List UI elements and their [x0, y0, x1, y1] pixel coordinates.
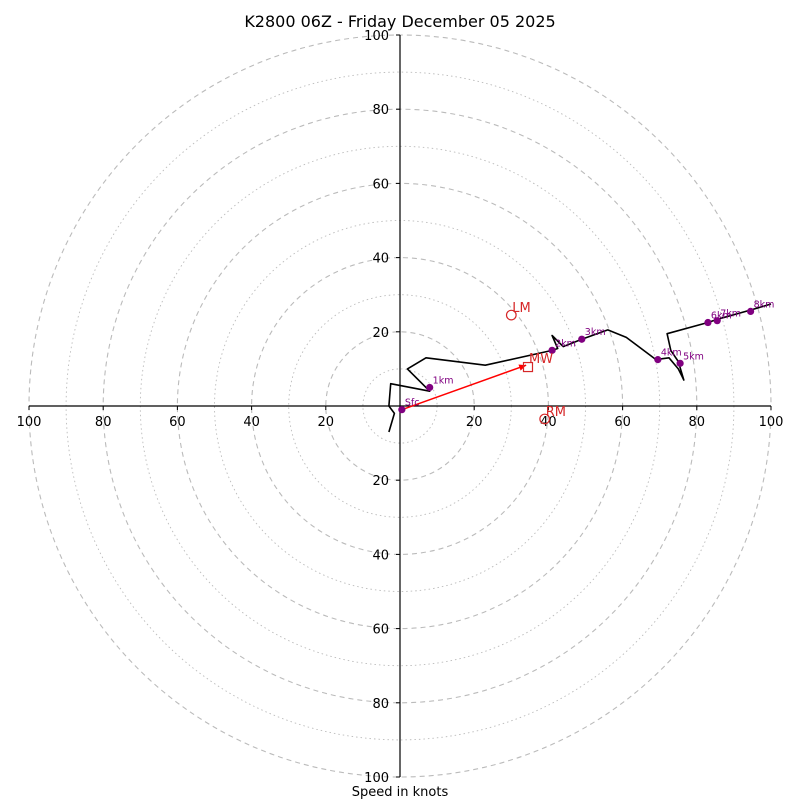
height-marker-label: 5km [683, 351, 704, 362]
height-marker-label: 3km [585, 327, 606, 338]
x-tick-label: 100 [759, 415, 784, 430]
x-tick-label: 20 [466, 415, 483, 430]
x-tick-label: 40 [243, 415, 260, 430]
height-marker-label: 8km [754, 299, 775, 310]
right-mover-marker [539, 413, 551, 425]
height-marker-dot [704, 318, 712, 327]
x-axis-label: Speed in knots [352, 785, 449, 800]
height-marker-dot [426, 383, 434, 392]
axis-tick-labels: 100 80 60 40 20 20 40 60 80 100100806040202040608… [17, 29, 784, 786]
hodograph-trace-group [388, 303, 772, 433]
height-marker-dot [676, 359, 684, 367]
y-tick-label: 40 [372, 548, 389, 563]
mean-wind-label: MW [529, 352, 553, 367]
height-marker-dot [713, 317, 721, 325]
left-mover-marker [505, 309, 517, 321]
height-marker-dot [654, 356, 662, 364]
shear-vector-group [401, 364, 527, 411]
x-tick-label: 20 [318, 415, 335, 430]
y-tick-label: 40 [372, 252, 389, 267]
height-marker-label: 7km [720, 309, 741, 320]
x-tick-label: 100 [17, 415, 42, 430]
y-tick-label: 100 [364, 771, 389, 786]
storm-motion-markers: MW LM RM [505, 301, 566, 425]
hodograph-axes [29, 35, 771, 777]
right-mover-label: RM [546, 405, 566, 420]
left-mover-label: LM [512, 301, 530, 316]
height-marker-label: Sfc [405, 398, 420, 409]
height-marker-dot [578, 335, 586, 343]
height-marker-dot [746, 307, 755, 315]
y-tick-label: 20 [372, 474, 389, 489]
shear-vector-arrowhead [518, 364, 527, 371]
y-tick-label: 80 [372, 697, 389, 712]
x-tick-label: 60 [614, 415, 631, 430]
chart-title: K2800 06Z - Friday December 05 2025 [244, 12, 555, 31]
x-tick-label: 60 [169, 415, 186, 430]
height-marker-label: 1km [433, 375, 454, 386]
mean-wind-marker [522, 361, 534, 373]
shear-vector-line [401, 364, 527, 411]
height-marker-dot [548, 346, 556, 354]
height-marker-label: 2km [555, 338, 576, 349]
height-marker-label: 4km [661, 348, 682, 359]
y-tick-label: 100 [364, 29, 389, 44]
x-tick-label: 80 [689, 415, 706, 430]
x-tick-label: 80 [95, 415, 112, 430]
y-tick-label: 80 [372, 103, 389, 118]
height-marker-dot [398, 406, 406, 414]
y-tick-label: 60 [372, 177, 389, 192]
y-tick-label: 60 [372, 623, 389, 638]
y-tick-label: 20 [372, 326, 389, 341]
height-marker-label: 6km [711, 311, 732, 322]
hodograph-trace [388, 303, 772, 433]
